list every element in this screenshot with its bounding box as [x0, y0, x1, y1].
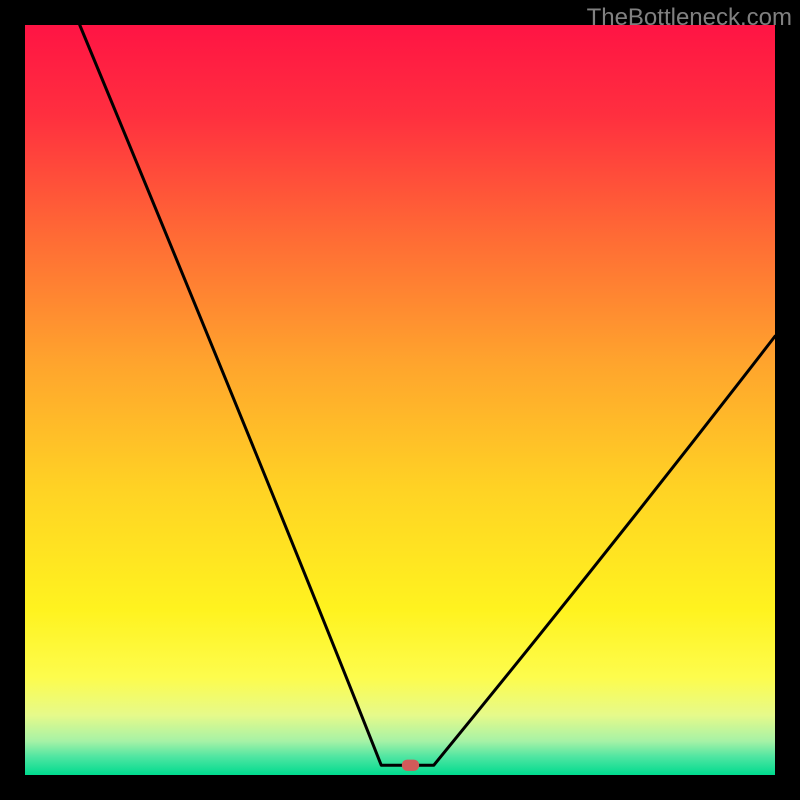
attribution-text: TheBottleneck.com: [587, 4, 792, 32]
plot-background-gradient: [25, 25, 775, 775]
optimum-marker: [402, 760, 419, 771]
bottleneck-chart: [0, 0, 800, 800]
